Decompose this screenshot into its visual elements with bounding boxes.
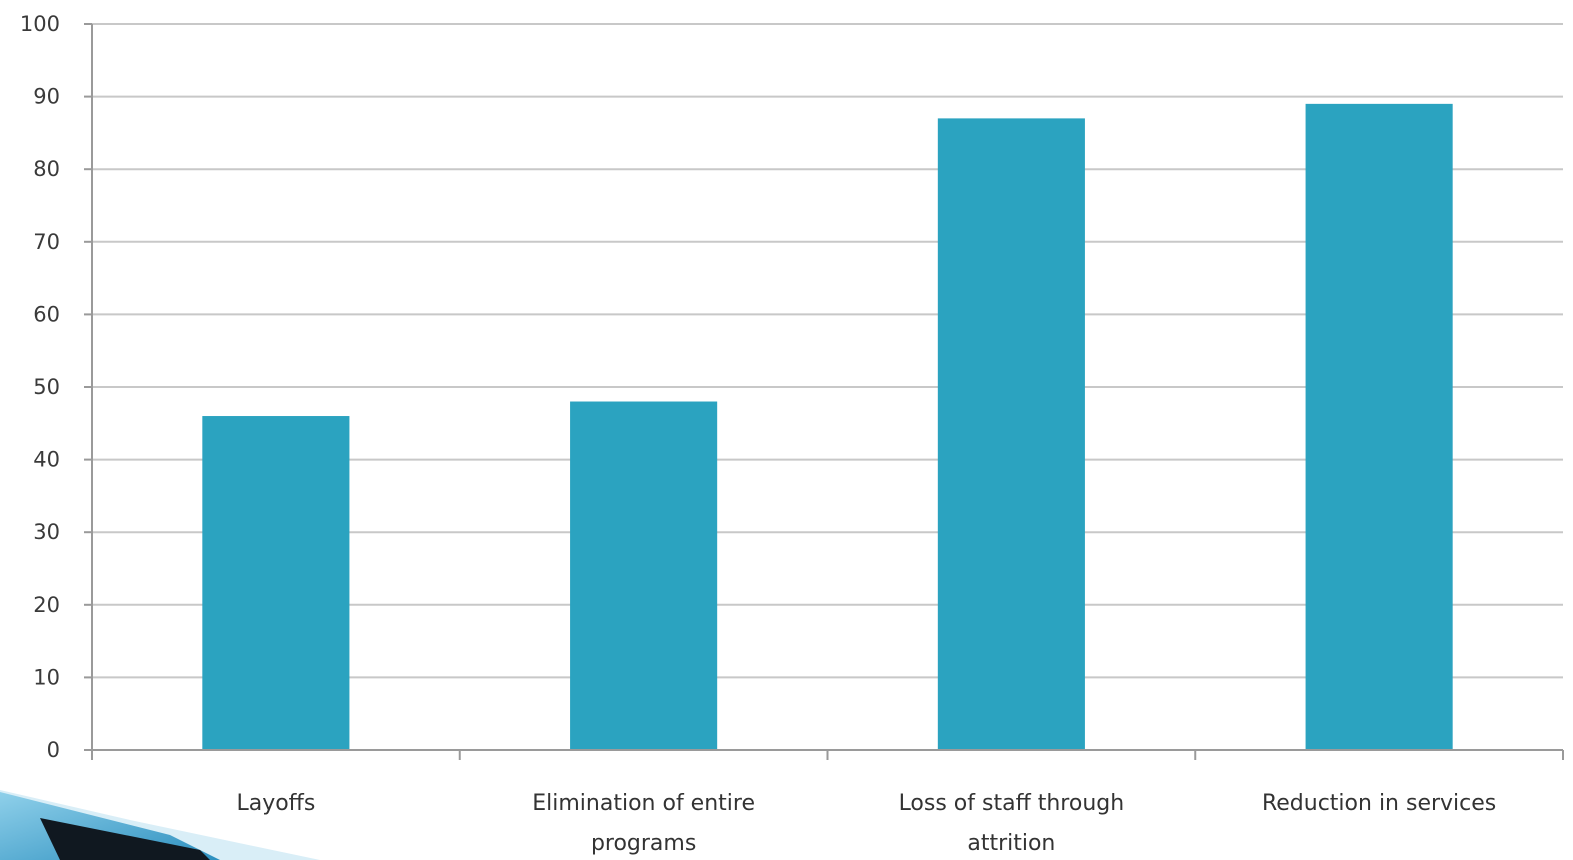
x-tick-label: programs: [591, 831, 696, 856]
y-tick-label: 100: [20, 12, 60, 36]
y-tick-label: 50: [33, 375, 60, 399]
bar: [1305, 103, 1453, 751]
y-tick-label: 80: [33, 157, 60, 181]
bar: [937, 118, 1085, 750]
x-axis-labels: Layoffs Elimination of entire programs Loss…: [236, 791, 1496, 856]
y-tick-label: 30: [33, 520, 60, 544]
bars: [202, 103, 1453, 751]
x-tick-label: Elimination of entire: [532, 791, 755, 816]
axes: [91, 24, 1564, 760]
y-tick-label: 0: [47, 738, 60, 762]
y-axis-ticks: 0 10 20 30 40 50 60 70 80 90 100: [20, 12, 92, 762]
y-tick-label: 10: [33, 665, 60, 689]
decor-dark-band: [40, 818, 210, 860]
y-tick-label: 70: [33, 230, 60, 254]
x-tick-label: Loss of staff through: [899, 791, 1125, 816]
y-tick-label: 20: [33, 593, 60, 617]
y-tick-label: 40: [33, 448, 60, 472]
bar: [202, 416, 350, 750]
y-tick-label: 90: [33, 85, 60, 109]
y-tick-label: 60: [33, 302, 60, 326]
x-tick-label: Layoffs: [236, 791, 315, 816]
x-tick-label: Reduction in services: [1262, 791, 1496, 816]
bar: [570, 401, 718, 750]
slide-corner-decoration: [0, 790, 320, 860]
x-tick-label: attrition: [967, 831, 1055, 856]
